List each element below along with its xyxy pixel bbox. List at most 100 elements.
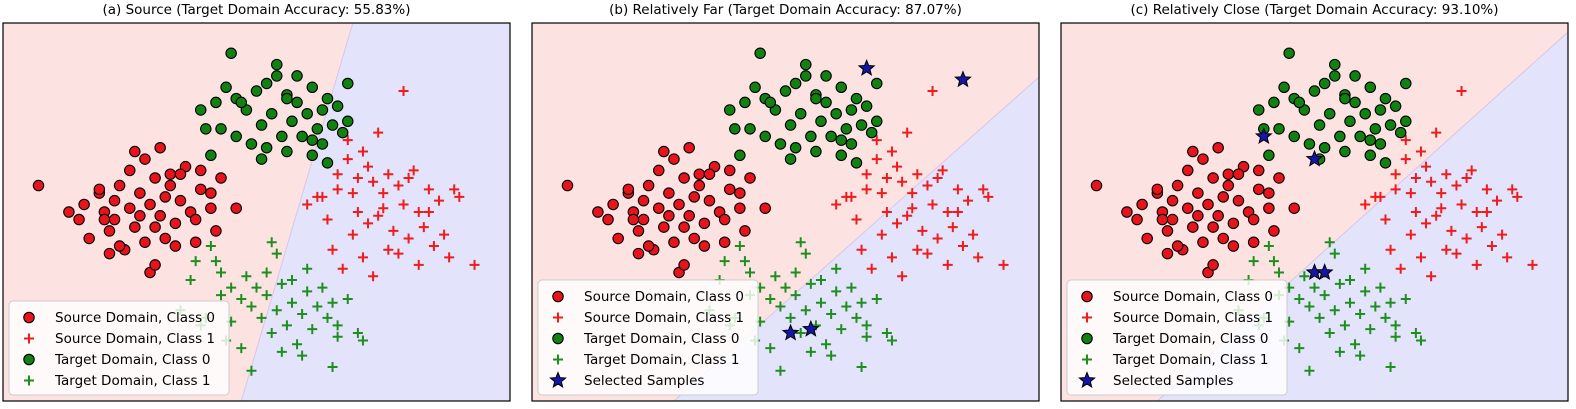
target-class1-point — [831, 263, 842, 274]
target-class1-point — [216, 290, 227, 301]
source-class0-point — [174, 168, 187, 180]
source-class0-point — [1288, 202, 1300, 214]
source-class0-point — [637, 194, 650, 207]
legend-label-target_class1: Target Domain, Class 1 — [1112, 352, 1268, 368]
source-class0-point — [1247, 213, 1260, 226]
target-class1-point — [1355, 309, 1366, 320]
source-class0-point — [632, 247, 645, 260]
target-class0-point — [1288, 130, 1300, 143]
target-class0-point — [250, 85, 263, 97]
source-class1-point — [902, 127, 913, 138]
source-class0-point — [1222, 168, 1235, 180]
source-class0-point — [1166, 194, 1179, 207]
source-class1-point — [841, 191, 852, 202]
target-class0-point — [1263, 149, 1275, 162]
source-class0-point — [632, 225, 645, 237]
target-class1-point — [821, 339, 832, 350]
source-class0-point — [734, 187, 746, 199]
source-class0-point — [1207, 221, 1219, 233]
target-class0-point — [1364, 134, 1377, 146]
target-class0-point — [744, 123, 756, 135]
source-class1-point — [922, 180, 933, 191]
source-class0-point — [718, 213, 731, 226]
target-class1-point — [302, 263, 313, 274]
source-class1-point — [423, 207, 434, 217]
source-class0-point — [698, 217, 711, 230]
source-class0-point — [154, 141, 166, 154]
source-class0-point — [103, 247, 116, 260]
target-class0-point — [260, 77, 273, 90]
source-class0-point — [663, 210, 675, 222]
source-class0-point — [668, 153, 680, 165]
target-class0-point — [774, 138, 787, 150]
legend-marker-source_class1 — [24, 333, 34, 344]
target-class0-point — [754, 47, 766, 59]
chart-panel-1: (a) Source (Target Domain Accuracy: 55.8… — [2, 2, 511, 402]
legend-label-source_class1: Source Domain, Class 1 — [1113, 310, 1273, 326]
source-class0-point — [1161, 225, 1174, 237]
source-class0-point — [205, 202, 217, 214]
target-class0-point — [342, 115, 354, 128]
target-class1-point — [790, 267, 801, 278]
source-class0-point — [1192, 210, 1204, 222]
target-class1-point — [805, 278, 816, 289]
source-class0-point — [103, 225, 116, 237]
source-class0-point — [1141, 232, 1153, 245]
source-class1-point — [1426, 271, 1437, 282]
target-class1-point — [256, 312, 267, 323]
source-class0-point — [678, 221, 690, 233]
target-class1-point — [322, 312, 333, 323]
source-class1-point — [393, 248, 404, 259]
target-class0-point — [865, 126, 878, 139]
target-class0-point — [1359, 107, 1371, 120]
target-class0-point — [286, 115, 298, 128]
selected-sample-point — [801, 319, 820, 337]
target-class0-point — [1369, 123, 1382, 135]
source-class1-point — [1502, 252, 1513, 263]
source-class0-point — [1121, 206, 1133, 218]
source-class0-point — [1232, 168, 1245, 180]
target-class1-point — [856, 297, 867, 308]
target-class1-point — [886, 335, 897, 346]
target-class0-point — [1374, 104, 1387, 116]
target-class1-point — [805, 346, 816, 357]
source-class0-point — [63, 206, 75, 218]
source-class0-point — [1202, 198, 1214, 211]
source-class0-point — [607, 198, 619, 211]
source-class1-point — [983, 191, 994, 202]
source-class1-point — [1481, 207, 1492, 217]
target-class0-point — [1283, 47, 1295, 59]
target-class1-point — [1334, 278, 1345, 289]
source-class0-point — [1207, 259, 1219, 271]
source-class1-point — [932, 233, 943, 244]
source-class1-point — [363, 218, 374, 229]
source-class1-point — [932, 172, 943, 183]
target-class0-point — [1329, 58, 1341, 71]
target-class0-point — [321, 92, 334, 105]
target-class0-point — [1334, 130, 1346, 143]
target-class1-point — [246, 365, 257, 376]
source-class1-point — [831, 199, 842, 210]
target-class1-point — [1314, 312, 1325, 323]
legend-label-source_class0: Source Domain, Class 0 — [1113, 289, 1273, 305]
source-class1-point — [1492, 195, 1503, 206]
source-class0-point — [1212, 141, 1224, 154]
source-class0-point — [658, 145, 670, 158]
target-class1-point — [352, 327, 363, 338]
target-class1-point — [286, 275, 297, 286]
target-class1-point — [1400, 293, 1411, 304]
source-class1-point — [1481, 184, 1492, 195]
target-class1-point — [357, 335, 368, 346]
source-class0-point — [627, 213, 640, 226]
target-class1-point — [1415, 335, 1426, 346]
source-class1-point — [881, 172, 892, 183]
source-class0-point — [144, 198, 156, 211]
legend-label-target_class1: Target Domain, Class 1 — [54, 373, 210, 389]
legend-box — [8, 300, 230, 396]
source-class0-point — [1217, 232, 1229, 245]
source-class1-point — [403, 233, 414, 244]
source-class1-point — [861, 184, 872, 195]
source-class1-point — [1415, 146, 1426, 157]
legend-marker-target_class1 — [553, 354, 563, 365]
source-class0-point — [124, 202, 136, 214]
